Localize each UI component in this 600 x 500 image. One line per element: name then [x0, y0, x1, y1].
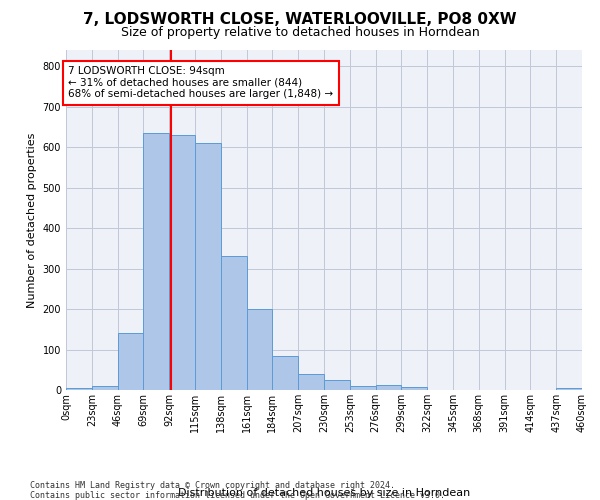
Bar — [401, 387, 427, 390]
Text: 7, LODSWORTH CLOSE, WATERLOOVILLE, PO8 0XW: 7, LODSWORTH CLOSE, WATERLOOVILLE, PO8 0… — [83, 12, 517, 28]
Bar — [247, 309, 272, 390]
Y-axis label: Number of detached properties: Number of detached properties — [27, 132, 37, 308]
Text: Contains HM Land Registry data © Crown copyright and database right 2024.: Contains HM Land Registry data © Crown c… — [30, 481, 395, 490]
Bar — [272, 356, 298, 390]
Bar — [556, 388, 582, 390]
Bar — [118, 334, 143, 390]
Bar — [298, 374, 324, 390]
Bar — [169, 135, 195, 390]
Bar — [376, 385, 401, 390]
X-axis label: Distribution of detached houses by size in Horndean: Distribution of detached houses by size … — [178, 488, 470, 498]
Bar — [66, 388, 92, 390]
Bar — [324, 380, 350, 390]
Text: Contains public sector information licensed under the Open Government Licence v3: Contains public sector information licen… — [30, 491, 445, 500]
Bar — [195, 143, 221, 390]
Bar — [350, 386, 376, 390]
Bar — [92, 386, 118, 390]
Bar — [221, 256, 247, 390]
Bar — [143, 133, 169, 390]
Text: 7 LODSWORTH CLOSE: 94sqm
← 31% of detached houses are smaller (844)
68% of semi-: 7 LODSWORTH CLOSE: 94sqm ← 31% of detach… — [68, 66, 334, 100]
Text: Size of property relative to detached houses in Horndean: Size of property relative to detached ho… — [121, 26, 479, 39]
